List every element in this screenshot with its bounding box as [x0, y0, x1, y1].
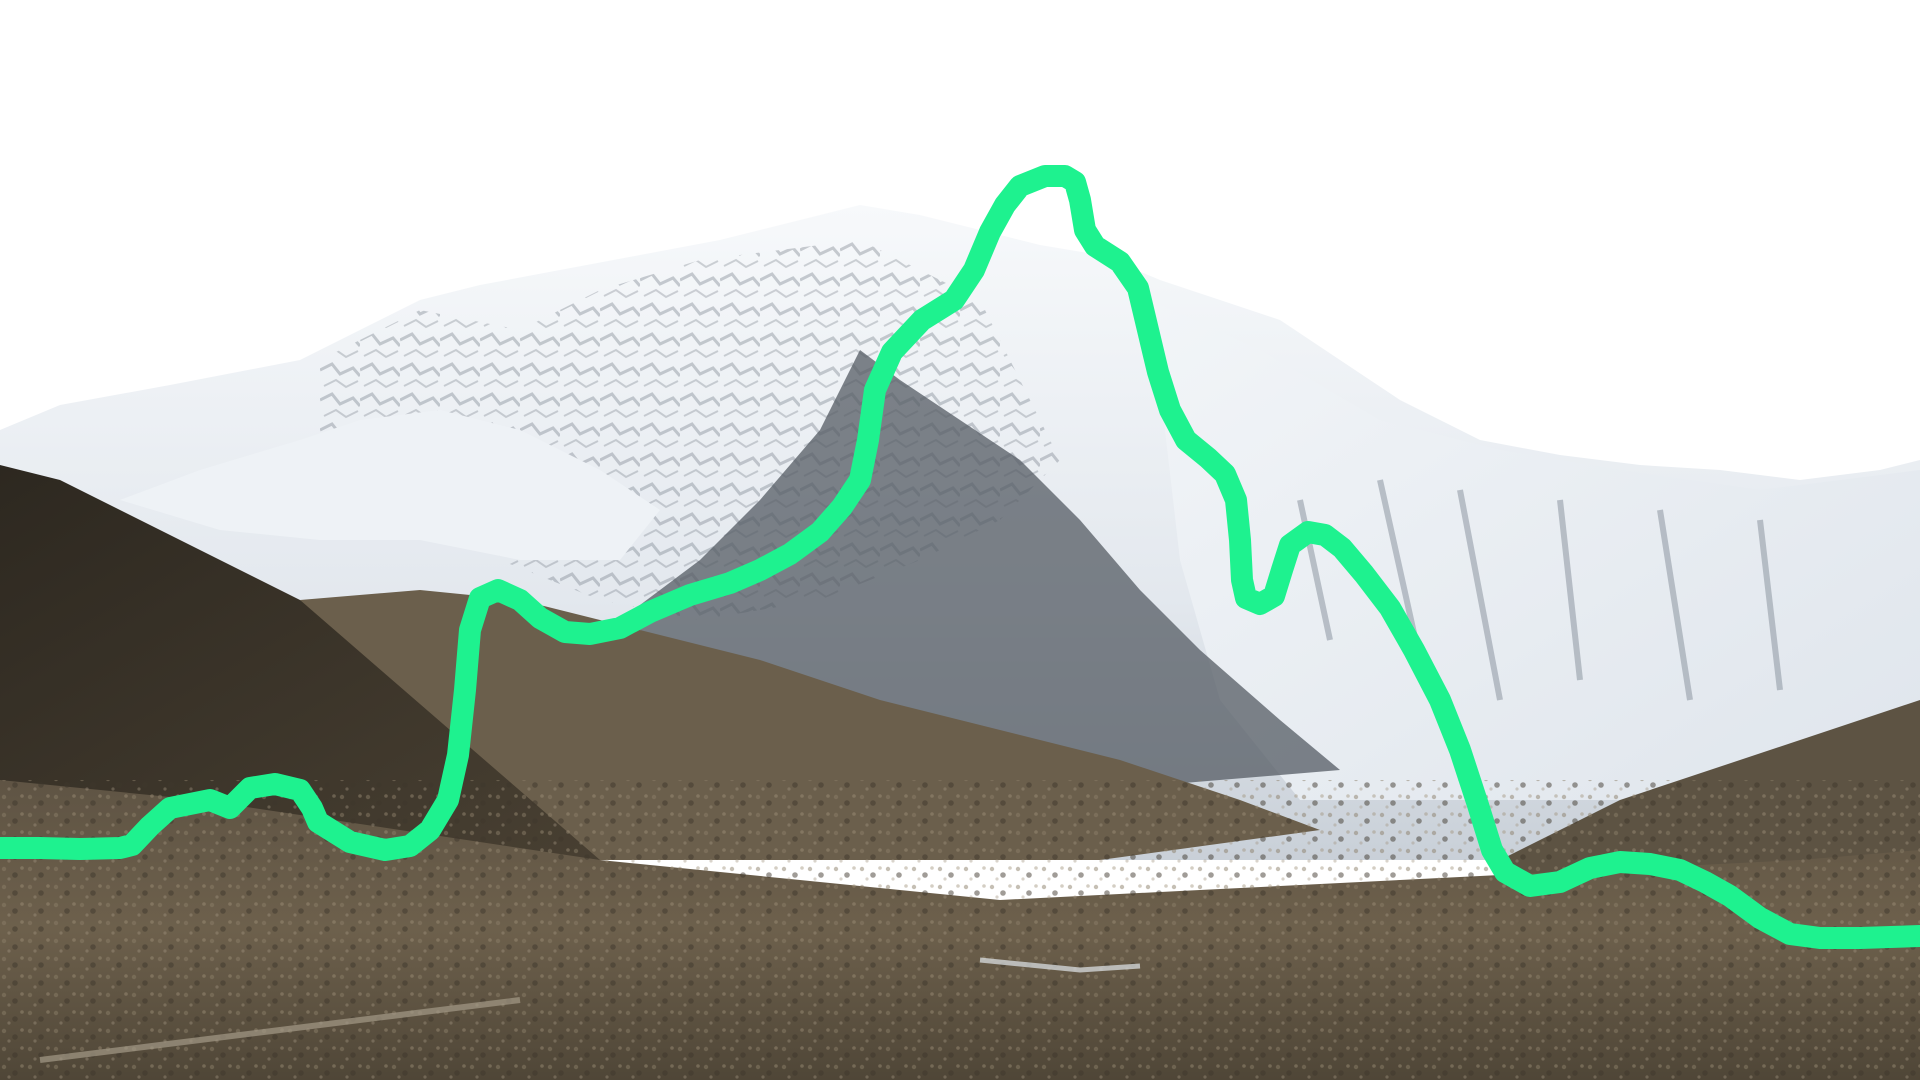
valley-stream: [979, 957, 1141, 973]
right-rock-striations: [1297, 479, 1783, 701]
left-snowfield: [120, 410, 660, 560]
right-snow-face: [1150, 300, 1920, 800]
ridge-outline-icon: [0, 165, 1920, 949]
trail: [39, 997, 521, 1063]
rubble-texture: [0, 780, 1920, 1080]
